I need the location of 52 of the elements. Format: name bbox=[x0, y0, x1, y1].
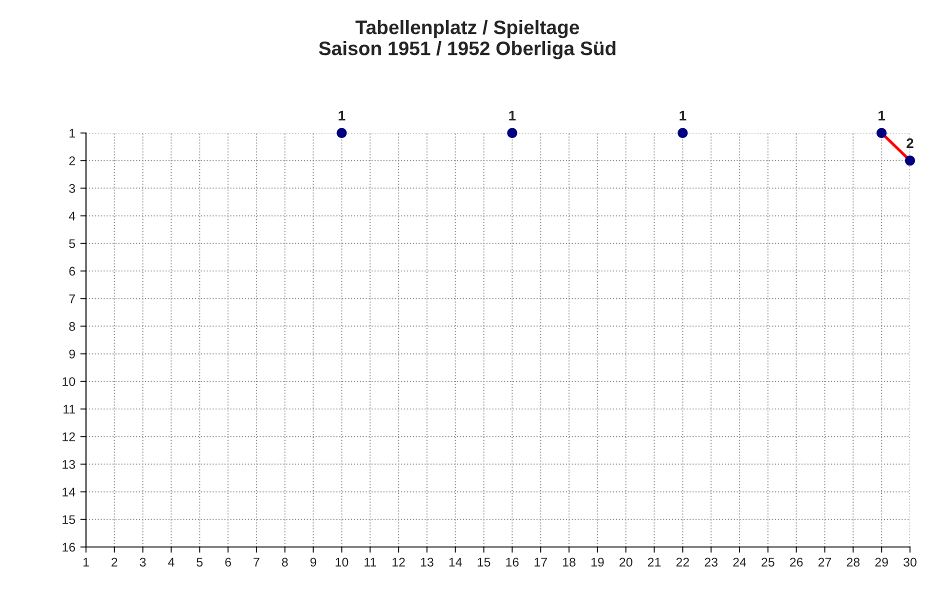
data-label: 1 bbox=[680, 110, 686, 120]
x-tick-label: 10 bbox=[336, 558, 348, 567]
x-tick-label: 2 bbox=[112, 558, 118, 566]
x-tick-label: 26 bbox=[790, 558, 803, 567]
x-tick-label: 28 bbox=[846, 558, 860, 567]
data-label: 1 bbox=[878, 110, 886, 120]
data-label: 2 bbox=[906, 138, 914, 148]
x-tick-label: 11 bbox=[364, 558, 376, 566]
x-tick-label: 27 bbox=[818, 558, 832, 566]
y-tick-label: 7 bbox=[69, 294, 75, 304]
x-tick-label: 6 bbox=[225, 558, 231, 567]
x-tick-label: 7 bbox=[254, 558, 260, 566]
y-tick-label: 15 bbox=[62, 515, 76, 524]
x-tick-label: 18 bbox=[563, 558, 576, 567]
y-tick-label: 14 bbox=[62, 488, 76, 496]
y-tick-label: 5 bbox=[69, 239, 76, 248]
x-tick-label: 3 bbox=[140, 558, 146, 567]
y-tick-label: 4 bbox=[68, 212, 76, 220]
x-tick-label: 8 bbox=[282, 558, 288, 567]
x-tick-label: 13 bbox=[420, 558, 434, 567]
x-tick-label: 9 bbox=[310, 558, 316, 567]
y-tick-label: 12 bbox=[62, 432, 75, 442]
y-tick-label: 6 bbox=[69, 266, 76, 276]
x-tick-label: 23 bbox=[704, 558, 718, 567]
y-tick-label: 11 bbox=[64, 404, 75, 414]
y-tick-label: 8 bbox=[69, 322, 76, 331]
y-tick-label: 16 bbox=[62, 542, 76, 552]
x-tick-label: 19 bbox=[591, 558, 604, 567]
y-tick-label: 10 bbox=[62, 377, 76, 386]
x-tick-label: 1 bbox=[83, 558, 89, 566]
x-tick-label: 4 bbox=[168, 558, 174, 566]
x-tick-label: 21 bbox=[648, 558, 661, 566]
chart-title: Tabellenplatz / Spieltage Saison 1951 / 1952 Oberliga Süd bbox=[318, 20, 616, 60]
x-tick-label: 30 bbox=[904, 558, 916, 567]
x-tick-label: 17 bbox=[534, 558, 547, 566]
x-tick-label: 20 bbox=[620, 558, 632, 567]
y-tick-label: 3 bbox=[69, 184, 76, 193]
data-label: 1 bbox=[509, 110, 516, 120]
y-tick-label: 9 bbox=[69, 350, 75, 358]
x-tick-label: 14 bbox=[449, 558, 462, 566]
x-tick-label: 24 bbox=[733, 558, 746, 566]
y-tick-label: 1 bbox=[70, 128, 75, 138]
x-tick-label: 29 bbox=[875, 558, 888, 567]
x-tick-label: 16 bbox=[506, 558, 519, 567]
data-label: 1 bbox=[338, 110, 346, 120]
x-tick-label: 25 bbox=[762, 558, 774, 567]
y-tick-label: 13 bbox=[62, 460, 76, 469]
x-tick-label: 12 bbox=[392, 558, 405, 566]
y-tick-label: 2 bbox=[69, 156, 75, 166]
x-tick-label: 5 bbox=[196, 558, 203, 567]
x-tick-label: 22 bbox=[676, 558, 690, 566]
x-tick-label: 15 bbox=[478, 558, 490, 567]
